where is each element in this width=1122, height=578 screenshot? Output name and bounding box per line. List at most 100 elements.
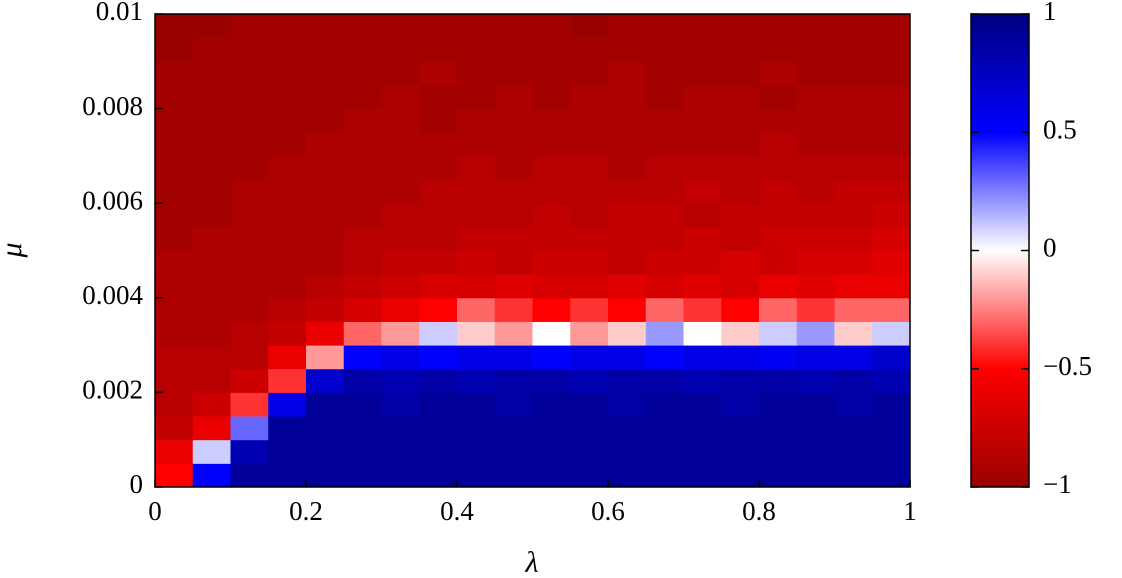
cell	[306, 345, 345, 370]
cell	[419, 368, 458, 393]
cell	[457, 321, 496, 346]
cell	[381, 297, 420, 322]
cell	[532, 345, 571, 370]
cell	[494, 108, 533, 133]
cell	[608, 297, 647, 322]
cell	[759, 439, 798, 464]
cell	[645, 274, 684, 299]
cell	[608, 37, 647, 62]
cell	[457, 179, 496, 204]
cell	[381, 416, 420, 441]
cell	[834, 297, 873, 322]
cell	[192, 84, 231, 110]
cell	[608, 61, 647, 86]
cell	[532, 108, 571, 133]
cell	[834, 179, 873, 204]
cell	[721, 297, 760, 322]
cell	[608, 321, 647, 346]
cell	[306, 179, 345, 204]
cell	[494, 463, 533, 488]
cell	[381, 132, 420, 157]
cell	[419, 463, 458, 488]
cell	[645, 132, 684, 157]
cell	[570, 439, 609, 464]
cell	[381, 368, 420, 393]
cell	[419, 321, 458, 346]
cell	[343, 61, 382, 86]
cell	[306, 14, 345, 39]
cell	[721, 61, 760, 86]
cell	[155, 250, 194, 275]
cell	[381, 274, 420, 299]
cell	[192, 297, 231, 322]
cell	[494, 226, 533, 251]
cell	[381, 179, 420, 204]
cell	[570, 203, 609, 228]
cell	[381, 321, 420, 346]
y-tick-label: 0.004	[82, 280, 143, 310]
cell	[834, 203, 873, 228]
cell	[268, 179, 307, 204]
colorbar-tick-label: 0	[1043, 233, 1057, 263]
cell	[192, 179, 231, 204]
cell	[343, 132, 382, 157]
cell	[796, 274, 835, 299]
cell	[872, 368, 911, 393]
cell	[570, 297, 609, 322]
cell	[343, 463, 382, 488]
cell	[230, 368, 269, 393]
cell	[155, 368, 194, 393]
cell	[759, 108, 798, 133]
cell	[872, 297, 911, 322]
cell	[796, 297, 835, 322]
cell	[645, 250, 684, 275]
cell	[721, 37, 760, 62]
cell	[645, 155, 684, 181]
cell	[796, 439, 835, 464]
cell	[343, 368, 382, 393]
cell	[834, 274, 873, 299]
cell	[419, 392, 458, 417]
cell	[419, 345, 458, 370]
cell	[419, 84, 458, 110]
cell	[721, 463, 760, 488]
cell	[230, 108, 269, 133]
cell	[155, 37, 194, 62]
cell	[381, 37, 420, 62]
cell	[419, 250, 458, 275]
cell	[306, 297, 345, 322]
cell	[721, 321, 760, 346]
cell	[608, 108, 647, 133]
cell	[759, 250, 798, 275]
cell	[155, 226, 194, 251]
cell	[759, 203, 798, 228]
cell	[155, 203, 194, 228]
cell	[192, 439, 231, 464]
cell	[268, 108, 307, 133]
cell	[570, 274, 609, 299]
cell	[419, 297, 458, 322]
cell	[268, 61, 307, 86]
cell	[419, 108, 458, 133]
cell	[872, 321, 911, 346]
cell	[457, 203, 496, 228]
cell	[192, 250, 231, 275]
cell	[343, 84, 382, 110]
cell	[381, 84, 420, 110]
cell	[532, 132, 571, 157]
cell	[494, 132, 533, 157]
cell	[268, 368, 307, 393]
colorbar-tick-label: −1	[1043, 469, 1072, 499]
cell	[230, 37, 269, 62]
cell	[494, 250, 533, 275]
cell	[306, 274, 345, 299]
cell	[796, 132, 835, 157]
cell	[381, 250, 420, 275]
cell	[268, 463, 307, 488]
cell	[230, 179, 269, 204]
cell	[834, 14, 873, 39]
cell	[155, 108, 194, 133]
cell	[532, 297, 571, 322]
cell	[872, 250, 911, 275]
cell	[796, 368, 835, 393]
